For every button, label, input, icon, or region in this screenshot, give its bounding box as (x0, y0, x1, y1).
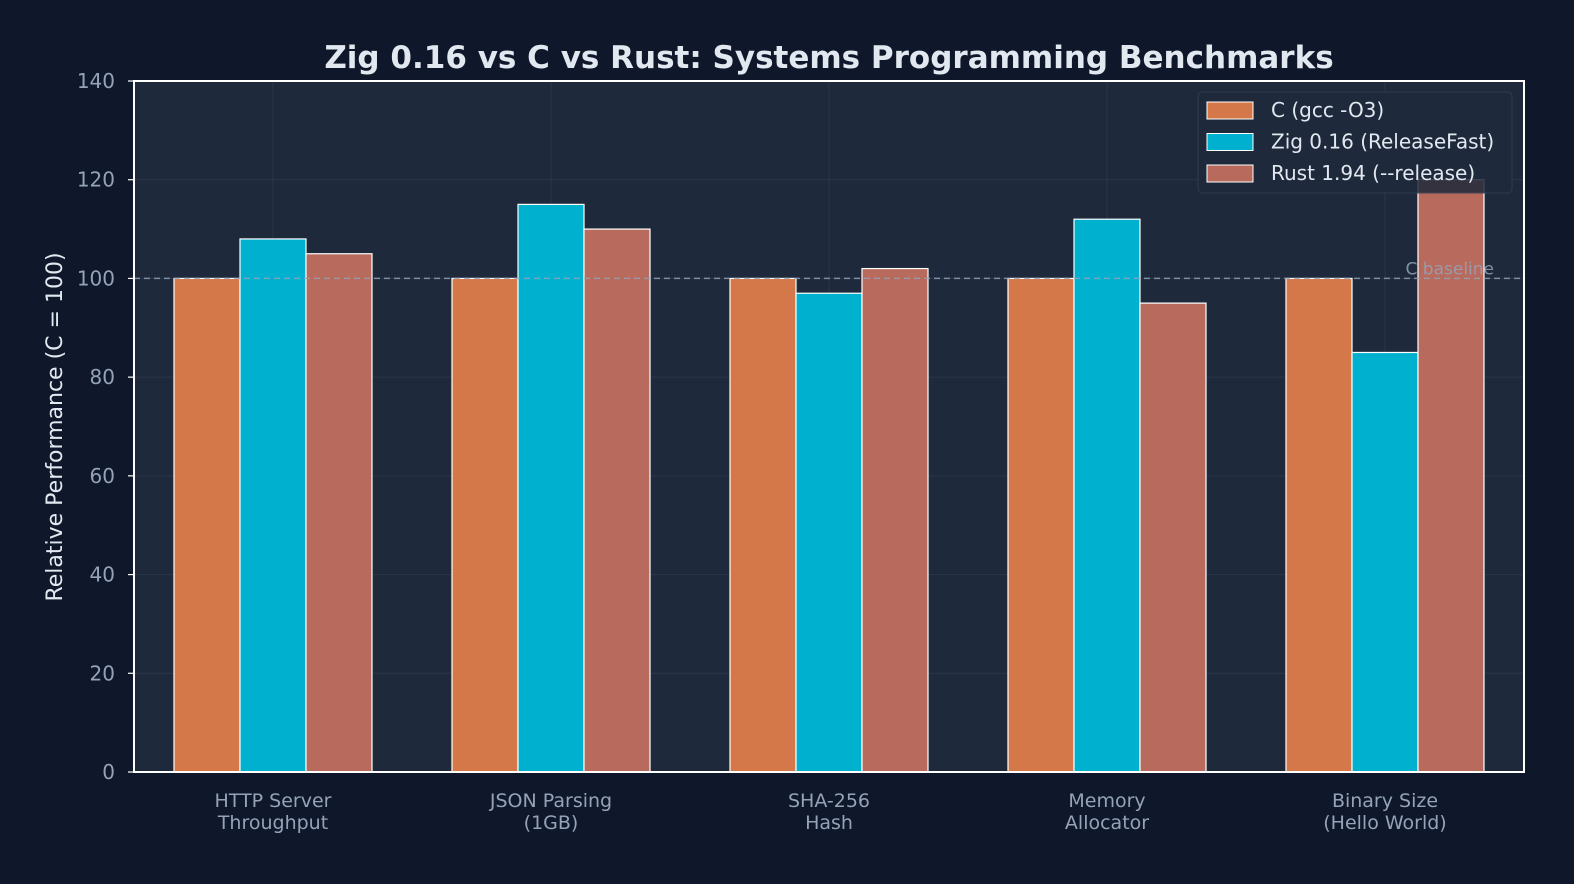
bar-series-3 (861, 267, 929, 773)
y-tick-label: 60 (90, 464, 115, 488)
y-axis-ticks: 0 20 40 60 80 100 120 140 (77, 69, 134, 784)
legend-label: Zig 0.16 (ReleaseFast) (1271, 130, 1494, 154)
bar-series-1 (1007, 277, 1075, 773)
y-axis-label: Relative Performance (C = 100) (43, 252, 68, 601)
reference-line-label: C baseline (1406, 259, 1494, 279)
legend-box (1197, 91, 1513, 194)
bar-series-2 (795, 292, 863, 773)
bar-series-1 (173, 277, 241, 773)
bar-series-3 (305, 253, 373, 773)
y-tick-label: 100 (77, 266, 115, 290)
x-tick-label: Throughput (217, 812, 328, 834)
y-tick-label: 140 (77, 69, 115, 93)
chart-title: Zig 0.16 vs C vs Rust: Systems Programmi… (324, 40, 1333, 76)
legend-swatch (1206, 133, 1254, 151)
y-tick-label: 120 (77, 168, 115, 192)
x-tick-label: SHA-256 (788, 790, 870, 812)
legend-swatch (1206, 101, 1254, 120)
x-tick-label: (1GB) (524, 812, 579, 834)
x-tick-label: Allocator (1065, 812, 1149, 834)
x-tick-label: Binary Size (1332, 790, 1438, 812)
bar-series-3 (583, 228, 651, 773)
bar-series-2 (1351, 351, 1419, 773)
y-tick-label: 40 (90, 563, 115, 587)
y-tick-label: 80 (90, 365, 115, 389)
bar-series-2 (1073, 218, 1141, 773)
y-tick-label: 20 (90, 661, 115, 685)
bar-series-1 (729, 277, 797, 773)
legend-swatch (1206, 164, 1254, 183)
x-tick-label: Memory (1068, 790, 1145, 812)
legend: C (gcc -O3) Zig 0.16 (ReleaseFast) Rust 1.… (1197, 91, 1513, 194)
x-tick-label: (Hello World) (1323, 812, 1446, 834)
x-tick-label: HTTP Server (215, 790, 332, 812)
y-tick-label: 0 (102, 760, 115, 784)
legend-label: Rust 1.94 (--release) (1271, 161, 1475, 185)
bar-series-3 (1139, 302, 1207, 773)
bar-series-2 (239, 238, 307, 773)
x-tick-label: JSON Parsing (489, 790, 612, 812)
bar-series-1 (451, 277, 519, 773)
bar-series-1 (1285, 277, 1353, 773)
legend-label: C (gcc -O3) (1271, 98, 1384, 122)
bar-series-2 (517, 203, 585, 773)
plot-frame (133, 80, 1525, 773)
reference-line-group: C baseline (134, 259, 1524, 279)
x-tick-label: Hash (805, 812, 853, 834)
